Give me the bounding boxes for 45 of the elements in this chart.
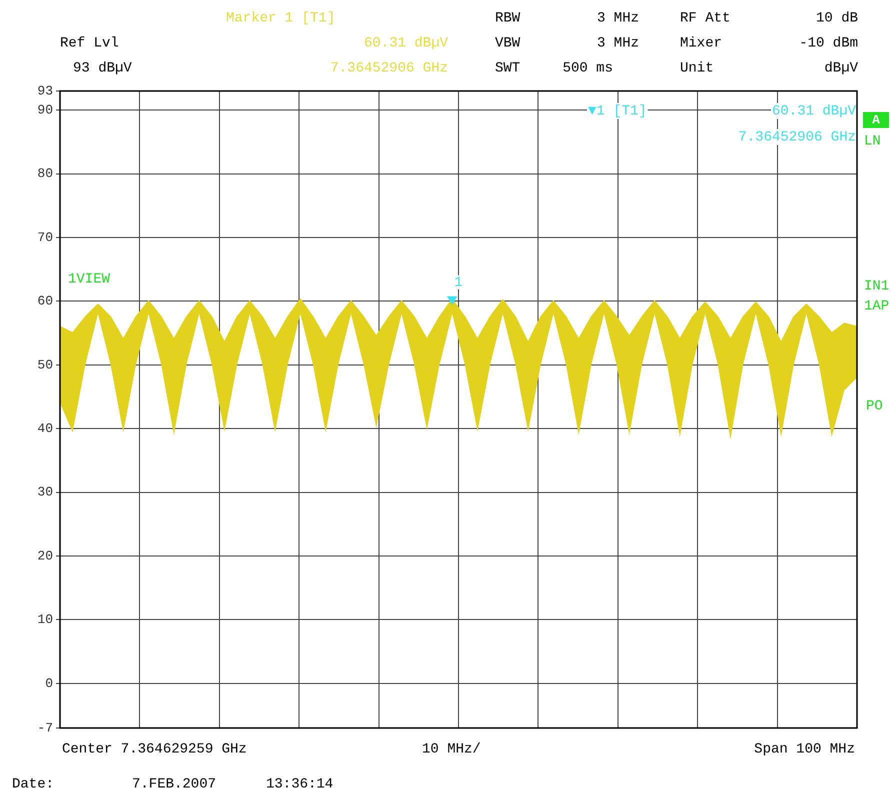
y-tick-label: 10 [37, 612, 53, 628]
y-tick-label: 0 [45, 676, 53, 691]
y-tick-label: 50 [37, 357, 53, 372]
text: 13:36:14 [266, 776, 334, 791]
text: Mixer [680, 36, 722, 52]
annotation: 7.36452906 GHz [738, 130, 856, 146]
y-tick-label: 90 [37, 102, 53, 118]
annotation: 60.31 dBµV [772, 104, 857, 120]
text: SWT [495, 60, 520, 77]
text: 3 MHz [596, 36, 639, 52]
y-tick-label: -7 [37, 720, 53, 736]
text: RF Att [680, 10, 730, 27]
text: 7.36452906 GHz [330, 60, 448, 77]
y-tick-label: 70 [37, 230, 53, 245]
text: IN1 [864, 278, 890, 295]
text: 1AP [864, 298, 890, 315]
text: 60.31 dBµV [364, 36, 449, 52]
text: dBµV [824, 60, 859, 77]
text: PO [866, 398, 883, 415]
text: VBW [495, 36, 521, 52]
text: Marker 1 [T1] [226, 10, 336, 27]
text: RBW [495, 10, 521, 27]
annotation: 1 [454, 274, 463, 291]
y-tick-label: 80 [37, 166, 53, 182]
y-tick-label: 60 [37, 294, 53, 309]
annotation: ▼1 [T1] [588, 104, 647, 120]
text: Center 7.364629259 GHz [62, 742, 247, 758]
y-tick-label: 20 [37, 548, 53, 564]
text: 7.FEB.2007 [132, 776, 216, 791]
text: Span 100 MHz [754, 742, 855, 758]
text: LN [864, 134, 881, 150]
annotation: 1VIEW [68, 272, 111, 288]
text: 3 MHz [596, 10, 639, 27]
text: 10 dB [816, 10, 858, 27]
text: 500 ms [562, 60, 613, 77]
text: 10 MHz/ [422, 742, 481, 758]
text: Date: [12, 776, 54, 791]
y-tick-label: 40 [37, 421, 53, 436]
text: A [872, 112, 880, 128]
text: Unit [680, 60, 714, 77]
text: -10 dBm [799, 36, 858, 52]
text: 93 dBµV [73, 60, 132, 77]
text: Ref Lvl [60, 36, 119, 52]
y-tick-label: 93 [37, 83, 53, 98]
y-tick-label: 30 [37, 484, 53, 500]
